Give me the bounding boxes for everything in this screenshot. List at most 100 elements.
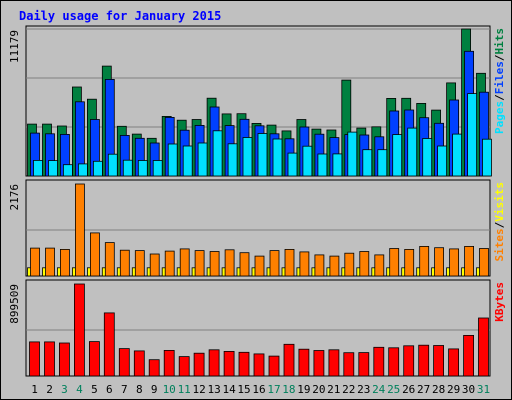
panel-3: 899509 KBytes	[8, 279, 506, 377]
bar-kbytes-day-8	[133, 350, 145, 377]
bar-pages-day-15	[242, 137, 253, 177]
bar-pages-day-2	[48, 160, 58, 177]
bar-pages-day-17	[272, 138, 283, 177]
bar-sites-day-29	[449, 248, 460, 277]
x-tick-label: 8	[136, 383, 143, 396]
x-tick-label: 26	[402, 383, 415, 396]
bar-pages-day-9	[152, 160, 163, 177]
bar-sites-day-24	[374, 254, 385, 277]
bar-sites-day-10	[164, 250, 175, 277]
x-tick-label: 5	[91, 383, 98, 396]
legend-entry: /	[493, 94, 506, 101]
x-tick-label: 31	[477, 383, 490, 396]
legend-entry: Sites	[493, 228, 506, 261]
bar-sites-day-21	[329, 255, 340, 277]
bar-sites-day-9	[149, 253, 160, 277]
bar-kbytes-day-21	[328, 349, 340, 377]
x-tick-label: 13	[207, 383, 220, 396]
x-tick-label: 24	[372, 383, 386, 396]
x-tick-label: 25	[387, 383, 400, 396]
bar-kbytes-day-28	[433, 345, 445, 377]
x-tick-label: 12	[192, 383, 205, 396]
x-tick-label: 2	[46, 383, 53, 396]
bar-pages-day-31	[482, 138, 492, 177]
bar-sites-day-31	[479, 248, 489, 277]
x-tick-label: 9	[151, 383, 158, 396]
x-tick-label: 18	[282, 383, 295, 396]
bar-sites-day-23	[359, 251, 370, 277]
bar-kbytes-day-13	[208, 349, 220, 377]
bar-kbytes-day-15	[238, 351, 250, 377]
bar-sites-day-12	[194, 250, 205, 277]
x-tick-label: 6	[106, 383, 113, 396]
legend-entry: KBytes	[493, 282, 506, 322]
bar-sites-day-15	[239, 252, 250, 277]
legend: KBytes	[493, 282, 506, 322]
bar-sites-day-20	[314, 254, 325, 277]
bar-pages-day-1	[33, 159, 43, 177]
bar-pages-day-29	[452, 133, 463, 177]
x-tick-label: 20	[312, 383, 325, 396]
legend-entry: Visits	[493, 182, 506, 222]
bar-kbytes-day-10	[163, 349, 175, 377]
legend-entry: Files	[493, 61, 506, 94]
bar-kbytes-day-25	[388, 347, 400, 377]
bar-pages-day-3	[63, 164, 73, 177]
x-tick-label: 19	[297, 383, 310, 396]
bar-kbytes-day-31	[478, 317, 489, 377]
bar-pages-day-28	[437, 145, 448, 177]
bar-pages-day-24	[377, 149, 388, 177]
chart-title: Daily usage for January 2015	[19, 9, 221, 23]
y-max-label: 2176	[8, 184, 21, 211]
legend-entry: Hits	[493, 28, 506, 55]
bar-kbytes-day-7	[118, 348, 130, 377]
panel-2: 2176 Sites/Visits	[8, 179, 506, 277]
bar-kbytes-day-26	[403, 345, 415, 377]
bar-pages-day-25	[392, 134, 403, 177]
bar-sites-day-18	[284, 248, 295, 277]
bar-pages-day-27	[422, 138, 433, 177]
x-tick-label: 16	[252, 383, 265, 396]
bar-sites-day-5	[90, 232, 100, 277]
x-tick-label: 14	[222, 383, 236, 396]
bar-sites-day-13	[209, 251, 220, 277]
bar-pages-day-30	[467, 93, 478, 177]
bar-sites-day-26	[404, 248, 415, 277]
bar-kbytes-day-17	[268, 355, 280, 377]
bar-sites-day-2	[45, 247, 55, 277]
bar-kbytes-day-14	[223, 350, 235, 377]
x-tick-label: 27	[417, 383, 430, 396]
bar-sites-day-17	[269, 250, 280, 277]
bar-sites-day-6	[104, 242, 115, 277]
bar-sites-day-16	[254, 255, 265, 277]
bar-kbytes-day-30	[463, 334, 475, 377]
bar-kbytes-day-29	[448, 348, 460, 377]
bar-kbytes-day-24	[373, 346, 385, 377]
bar-sites-day-14	[224, 249, 235, 277]
bar-sites-day-27	[419, 245, 430, 277]
bar-pages-day-13	[212, 130, 223, 177]
bar-kbytes-day-23	[358, 352, 370, 377]
legend-entry: Pages	[493, 101, 506, 134]
x-tick-label: 21	[327, 383, 340, 396]
bar-pages-day-8	[137, 160, 148, 177]
bar-pages-day-12	[197, 142, 208, 177]
bar-sites-day-11	[179, 248, 190, 277]
bar-kbytes-day-16	[253, 353, 265, 377]
bar-pages-day-22	[347, 131, 358, 177]
bar-sites-day-8	[134, 250, 145, 277]
bar-sites-day-30	[464, 245, 475, 277]
x-tick-label: 1	[31, 383, 38, 396]
x-tick-label: 4	[76, 383, 83, 396]
bar-kbytes-day-2	[44, 341, 55, 377]
bar-kbytes-day-5	[89, 341, 100, 377]
x-tick-label: 23	[357, 383, 370, 396]
bar-kbytes-day-19	[298, 348, 310, 377]
legend-entry: /	[493, 54, 506, 61]
x-tick-label: 28	[432, 383, 445, 396]
bar-pages-day-21	[332, 153, 343, 177]
bar-pages-day-5	[93, 160, 103, 177]
